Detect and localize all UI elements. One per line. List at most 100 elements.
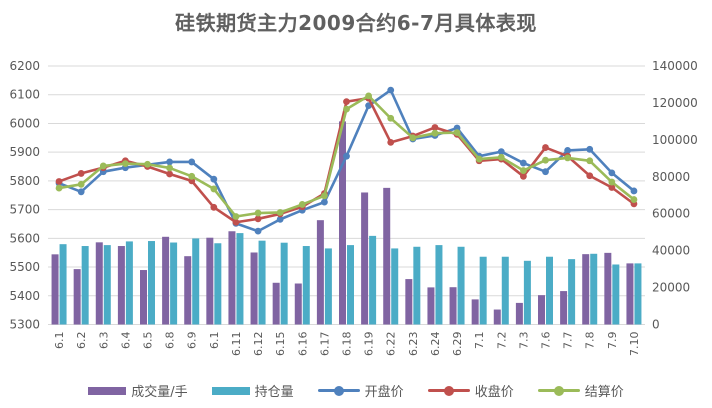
marker-close bbox=[431, 124, 439, 131]
marker-close bbox=[519, 172, 527, 180]
bar-volume bbox=[316, 220, 324, 325]
bar-open-interest bbox=[501, 256, 509, 325]
bar-open-interest bbox=[435, 245, 443, 325]
marker-settle bbox=[586, 157, 594, 165]
marker-settle bbox=[343, 105, 350, 113]
marker-open bbox=[542, 168, 549, 176]
bar-volume bbox=[560, 291, 568, 325]
bar-open-interest bbox=[634, 263, 642, 325]
marker-open bbox=[210, 175, 218, 183]
marker-open bbox=[166, 158, 174, 166]
legend-label-close: 收盘价 bbox=[474, 385, 514, 400]
open-line-swatch-icon bbox=[317, 385, 360, 397]
bar-volume bbox=[294, 283, 302, 325]
left-axis-tick-label: 5700 bbox=[9, 203, 40, 217]
marker-settle bbox=[608, 178, 616, 186]
bar-open-interest bbox=[59, 244, 67, 325]
x-axis-labels: 6.1 6.2 6.3 6.4 6.5 6.8 6.9 6.1 6.11 6.12 6.15 6.16… bbox=[53, 332, 641, 357]
bar-volume bbox=[538, 295, 545, 325]
legend-item-open-interest: 持仓量 bbox=[211, 381, 294, 400]
bar-volume bbox=[206, 237, 214, 325]
x-axis-tick-label: 6.11 bbox=[230, 332, 243, 357]
x-axis-tick-label: 6.3 bbox=[97, 332, 110, 350]
marker-settle bbox=[121, 160, 129, 168]
bar-volume bbox=[272, 282, 280, 325]
left-axis-tick-label: 5600 bbox=[9, 231, 40, 245]
bar-open-interest bbox=[391, 248, 399, 325]
right-axis-tick-label: 60000 bbox=[652, 207, 690, 221]
x-axis-tick-label: 6.24 bbox=[429, 332, 442, 357]
bar-open-interest bbox=[568, 259, 576, 325]
marker-settle bbox=[166, 164, 174, 172]
legend-item-open: 开盘价 bbox=[317, 381, 404, 400]
bar-volume bbox=[626, 263, 634, 325]
bar-volume bbox=[73, 269, 81, 325]
gridlines bbox=[48, 65, 645, 325]
marker-open bbox=[276, 215, 284, 223]
x-axis-tick-label: 7.3 bbox=[517, 332, 530, 350]
marker-settle bbox=[99, 162, 107, 170]
x-axis-tick-label: 6.1 bbox=[208, 332, 221, 350]
marker-settle bbox=[630, 196, 638, 203]
marker-open bbox=[630, 187, 638, 195]
marker-settle bbox=[431, 129, 439, 137]
x-axis-tick-label: 6.2 bbox=[75, 332, 88, 350]
settle-line-swatch-icon bbox=[537, 385, 580, 397]
close-line-swatch-icon bbox=[427, 385, 470, 397]
chart-title: 硅铁期货主力2009合约6-7月具体表现 bbox=[175, 11, 537, 35]
marker-close bbox=[210, 203, 218, 211]
axis-labels: 5300 5400 5500 5600 5700 5800 5900 6000 6100 6200… bbox=[9, 59, 697, 332]
bar-open-interest bbox=[324, 248, 332, 325]
bar-volume bbox=[250, 252, 258, 325]
bar-volume bbox=[405, 279, 413, 325]
open-interest-bar-swatch-icon bbox=[211, 386, 250, 395]
marker-settle bbox=[453, 129, 461, 137]
bar-volume bbox=[515, 302, 523, 325]
x-axis-tick-label: 7.7 bbox=[562, 332, 575, 350]
bar-volume bbox=[162, 236, 170, 325]
right-axis-tick-label: 140000 bbox=[652, 59, 698, 73]
marker-settle bbox=[519, 167, 527, 174]
marker-open bbox=[586, 145, 594, 153]
marker-settle bbox=[387, 114, 395, 122]
marker-settle bbox=[55, 184, 63, 192]
left-axis-tick-label: 6100 bbox=[9, 88, 40, 102]
marker-settle bbox=[232, 213, 240, 220]
marker-open bbox=[343, 152, 350, 160]
right-axis-tick-label: 80000 bbox=[652, 170, 690, 184]
x-axis-tick-label: 6.22 bbox=[385, 332, 398, 357]
marker-open bbox=[497, 148, 505, 155]
bar-open-interest bbox=[148, 241, 155, 325]
bar-open-interest bbox=[103, 245, 111, 325]
left-axis-tick-label: 5300 bbox=[9, 318, 40, 332]
right-axis-tick-label: 40000 bbox=[652, 244, 690, 258]
bar-volume bbox=[184, 256, 192, 325]
marker-settle bbox=[276, 209, 284, 216]
legend-label-open: 开盘价 bbox=[364, 385, 404, 400]
bar-open-interest bbox=[612, 264, 620, 325]
marker-open bbox=[387, 86, 395, 94]
x-axis-tick-label: 6.19 bbox=[363, 332, 376, 357]
bar-open-interest bbox=[457, 246, 465, 325]
bar-volume bbox=[471, 299, 479, 325]
x-axis-tick-label: 7.9 bbox=[606, 332, 619, 350]
bar-open-interest bbox=[479, 256, 487, 325]
marker-open bbox=[254, 227, 262, 235]
bar-volume bbox=[427, 287, 435, 325]
x-axis-tick-label: 6.16 bbox=[296, 332, 309, 357]
bar-volume bbox=[140, 270, 147, 325]
x-axis-tick-label: 7.6 bbox=[540, 332, 553, 350]
bar-open-interest bbox=[258, 240, 266, 325]
bar-volume bbox=[582, 254, 590, 325]
bar-open-interest bbox=[347, 245, 354, 325]
bar-open-interest bbox=[170, 242, 178, 325]
bar-open-interest bbox=[302, 246, 310, 325]
marker-open bbox=[564, 147, 572, 154]
marker-close bbox=[254, 215, 262, 223]
legend-item-close: 收盘价 bbox=[427, 381, 514, 400]
marker-close bbox=[343, 98, 350, 106]
left-axis-tick-label: 5900 bbox=[9, 145, 40, 159]
marker-settle bbox=[77, 180, 85, 188]
x-axis-tick-label: 6.12 bbox=[252, 332, 265, 357]
